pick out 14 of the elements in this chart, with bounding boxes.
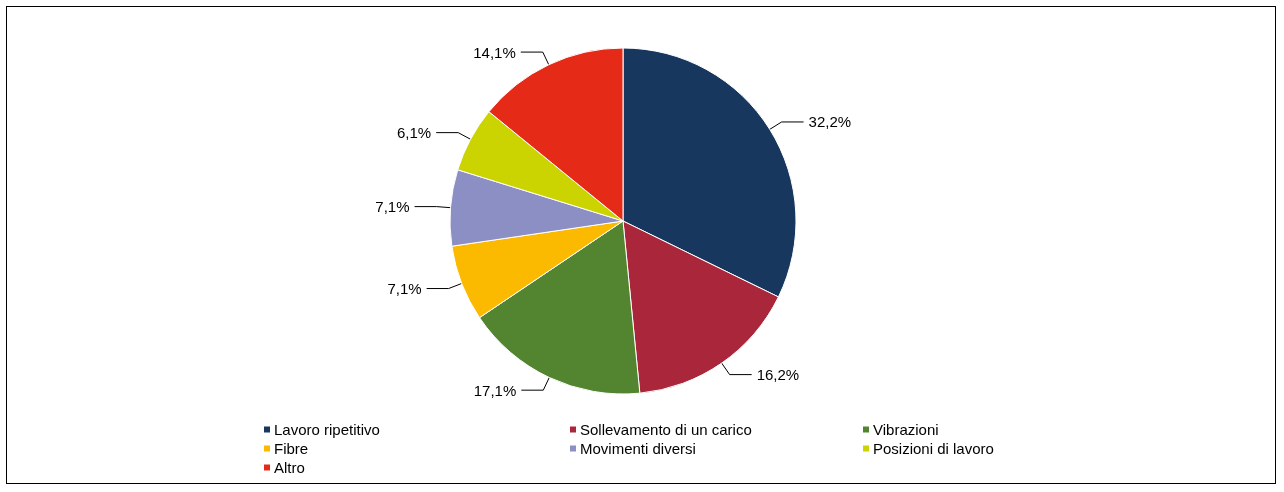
data-label: 7,1% xyxy=(375,198,410,216)
data-label: 6,1% xyxy=(396,124,432,142)
data-label: 14,1% xyxy=(473,43,516,61)
data-label: 17,1% xyxy=(473,381,517,399)
data-label: 7,1% xyxy=(387,280,422,298)
data-label: 32,2% xyxy=(808,113,852,131)
legend-label: Lavoro ripetitivo xyxy=(274,421,380,438)
legend-label: Vibrazioni xyxy=(873,421,939,438)
legend-label: Fibre xyxy=(274,440,309,457)
legend-label: Altro xyxy=(274,459,305,476)
legend-label: Movimenti diversi xyxy=(580,440,696,457)
legend-label: Posizioni di lavoro xyxy=(873,440,994,457)
legend-label: Sollevamento di un carico xyxy=(580,421,752,438)
data-label: 16,2% xyxy=(756,366,800,384)
